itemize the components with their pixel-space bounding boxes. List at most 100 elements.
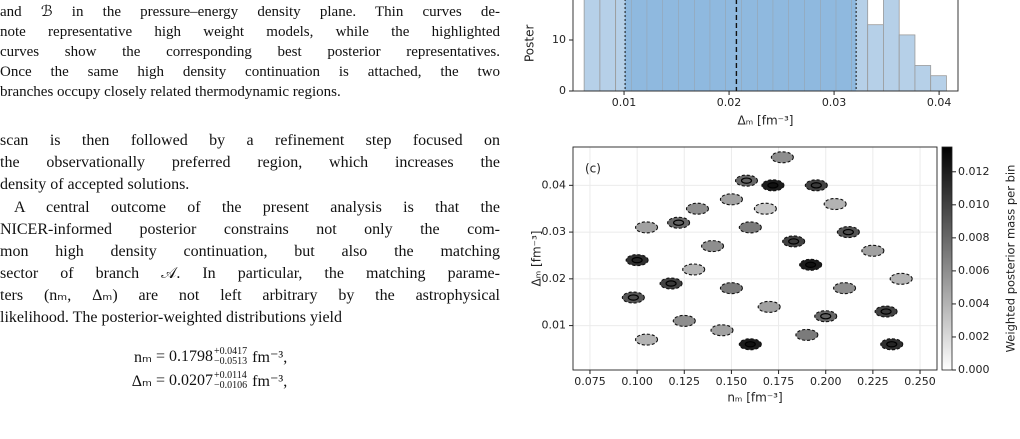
x-tick-label: 0.100 (621, 375, 653, 388)
x-tick-label: 0.200 (810, 375, 842, 388)
hist-bar-interval (710, 0, 726, 92)
eq-value: = 0.0207 (156, 372, 214, 389)
contour-core (880, 308, 892, 315)
hist-bar-interval (757, 0, 774, 91)
x-tick-label: 0.125 (669, 375, 701, 388)
contour-core (788, 238, 800, 245)
contour-core (886, 341, 898, 348)
caption-line: curves show the corresponding best poste… (0, 44, 500, 60)
y-tick-label: 0.04 (542, 178, 567, 191)
colorbar-tick-label: 0.010 (958, 198, 990, 211)
hist-bar-interval (647, 0, 663, 91)
contour-region (635, 221, 659, 234)
contour-core (744, 341, 756, 348)
colorbar (941, 146, 953, 371)
x-tick-label: 0.02 (717, 96, 742, 109)
contour-core (842, 228, 854, 236)
colorbar-tick-label: 0.000 (958, 363, 990, 376)
contour-region (833, 282, 857, 295)
eq-name: Δₘ (131, 373, 152, 390)
hist-bar-interval (678, 0, 695, 91)
body-line: mon high density continuation, but also … (0, 243, 500, 260)
caption-line: note representative high weight models, … (0, 24, 500, 40)
body-line: sector of branch 𝒜. In particular, the m… (0, 265, 500, 282)
contour-region (685, 202, 710, 215)
contour-region (719, 282, 743, 295)
body-line: scan is then followed by a refinement st… (0, 132, 500, 149)
hist-bar-interval (741, 0, 758, 92)
eq-scripts: +0.0417 −0.0513 (214, 347, 247, 367)
hist-bar-interval (851, 0, 857, 92)
contour-region (823, 197, 847, 211)
hist-bar-interval (820, 0, 837, 91)
hist-bar (914, 65, 932, 92)
contour-core (631, 256, 643, 264)
eq-name: nₘ (134, 349, 152, 366)
contour-region (795, 328, 819, 341)
caption-line: Once the same high density continuation … (0, 64, 500, 80)
body-line: the observationally preferred region, wh… (0, 154, 500, 171)
x-axis-label: nₘ [fm⁻³] (727, 391, 782, 405)
y-tick-label: 0 (559, 84, 566, 97)
x-tick-label: 0.175 (763, 375, 795, 388)
y-axis-label: Poster (523, 25, 537, 62)
eq-sub: −0.0513 (214, 356, 248, 367)
x-tick-label: 0.01 (612, 96, 637, 109)
contour-region (889, 272, 913, 285)
contour-region (635, 333, 659, 346)
hist-bar-interval (773, 0, 789, 91)
hist-bar-interval (804, 0, 821, 91)
x-axis-label: Δₘ [fm⁻³] (738, 114, 794, 128)
contour-region (753, 202, 777, 215)
contour-core (673, 219, 685, 226)
hist-bar (867, 24, 884, 92)
y-tick-label: 10 (552, 33, 566, 46)
eq-sub: −0.0106 (214, 380, 248, 391)
hist-bar (930, 75, 947, 92)
x-tick-label: 0.250 (904, 375, 936, 388)
contour-region (719, 193, 743, 206)
hist-bar-interval (725, 0, 742, 91)
contour-core (810, 182, 822, 189)
plot-frame (572, 146, 938, 371)
eq-sup: +0.0114 (214, 370, 247, 381)
body-line: likelihood. The posterior-weighted distr… (0, 309, 342, 326)
x-tick-label: 0.04 (927, 96, 952, 109)
hist-frame (572, 0, 959, 92)
hist-bar (583, 0, 601, 92)
eq-scripts: +0.0114 −0.0106 (214, 371, 247, 391)
contour-region (701, 240, 725, 253)
contour-region (770, 151, 794, 164)
contour-region (738, 221, 762, 234)
y-tick-label: 0.03 (542, 225, 567, 238)
contour-core (820, 313, 832, 320)
hist-bar (883, 0, 900, 92)
hist-bar-interval (631, 0, 648, 91)
x-tick-label: 0.150 (716, 375, 748, 388)
contour-region (861, 244, 885, 257)
contour-core (665, 280, 677, 287)
panel-label: (c) (585, 162, 601, 176)
body-line: NICER-informed posterior constrains not … (0, 221, 500, 238)
x-tick-label: 0.03 (822, 96, 847, 109)
equation: nₘ = 0.1798 +0.0417 −0.0513 fm⁻³, (60, 345, 287, 369)
body-line: density of accepted solutions. (0, 176, 190, 193)
contour-core (627, 294, 639, 301)
caption-line: and ℬ in the pressure–energy density pla… (0, 4, 500, 20)
contour-region (682, 263, 706, 276)
equation: Δₘ = 0.0207 +0.0114 −0.0106 fm⁻³, (60, 369, 287, 393)
caption-line: branches occupy closely related thermody… (0, 84, 341, 100)
contour-core (740, 177, 753, 184)
hist-bar (599, 0, 617, 92)
eq-unit: fm⁻³, (252, 373, 288, 390)
contour-region (672, 314, 696, 327)
eq-sup: +0.0417 (214, 346, 248, 357)
hist-bar-interval (788, 0, 805, 92)
colorbar-label: Weighted posterior mass per bin (1004, 165, 1018, 353)
hist-bar-interval (836, 0, 852, 92)
colorbar-tick-label: 0.008 (958, 231, 990, 244)
x-tick-label: 0.225 (857, 375, 889, 388)
colorbar-tick-label: 0.012 (958, 165, 990, 178)
x-tick-label: 0.075 (574, 375, 606, 388)
